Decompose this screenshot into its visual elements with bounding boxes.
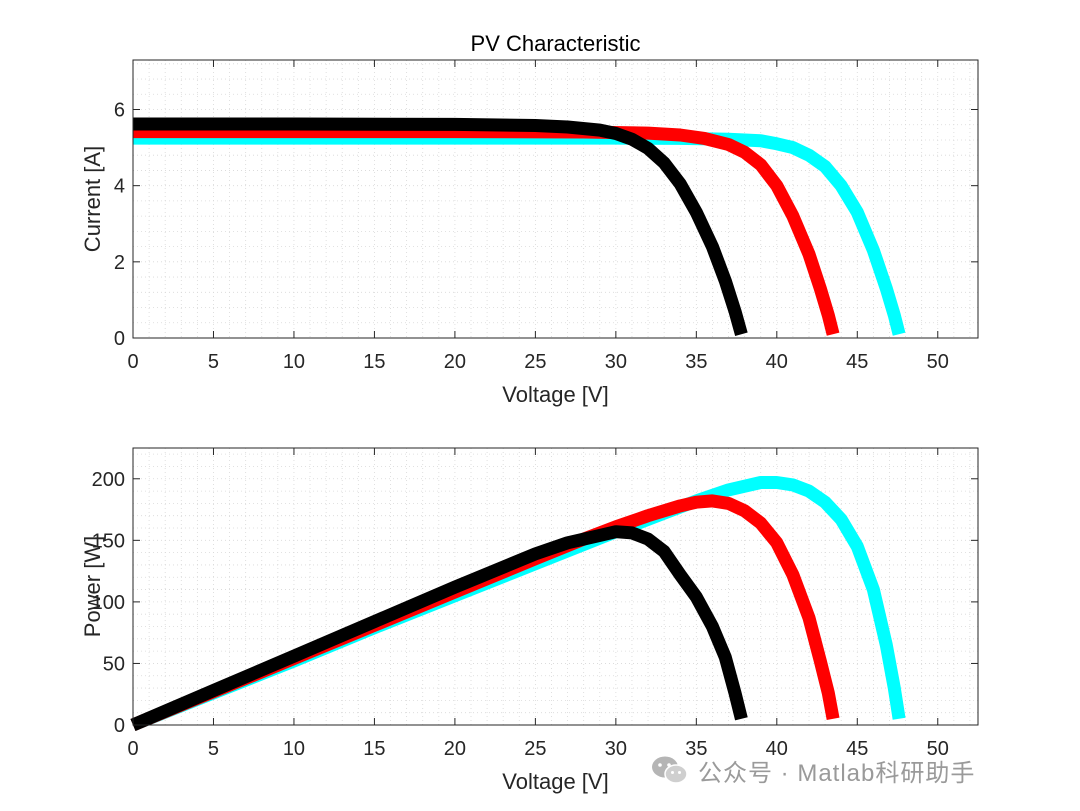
current-x-tick-label: 45: [846, 351, 868, 373]
current-y-tick-label: 6: [114, 100, 125, 122]
power-x-tick-label: 5: [208, 738, 219, 760]
power-x-tick-label: 30: [605, 738, 627, 760]
current-x-tick-label: 15: [363, 351, 385, 373]
power-y-tick-label: 150: [92, 530, 125, 552]
current-y-tick-label: 4: [114, 176, 125, 198]
power-x-axis-label: Voltage [V]: [502, 769, 608, 794]
current-x-axis-label: Voltage [V]: [502, 382, 608, 407]
power-series-cyan: [130, 476, 906, 732]
power-x-tick-label: 15: [363, 738, 385, 760]
power-series-black: [130, 525, 748, 731]
power-y-ticks: 0 50 100 150 200: [92, 469, 978, 737]
current-y-tick-label: 2: [114, 252, 125, 274]
current-series-cyan: [133, 131, 906, 336]
power-y-tick-label: 200: [92, 469, 125, 491]
power-x-tick-label: 45: [846, 738, 868, 760]
power-y-axis-label: Power [W]: [80, 536, 105, 637]
current-x-tick-label: 20: [444, 351, 466, 373]
power-voltage-axes: 0 5 10 15 20 25 30 35 40 45 50 0 50 100 150 200 Voltag…: [80, 447, 979, 794]
watermark-text: 公众号 · Matlab科研助手: [698, 759, 976, 787]
current-axes-frame: [132, 59, 979, 339]
chart-title: PV Characteristic: [471, 31, 641, 56]
power-series: [130, 476, 906, 732]
current-x-tick-label: 10: [283, 351, 305, 373]
current-voltage-axes: 0 5 10 15 20 25 30 35 40 45 50 0 2 4 6 PV Characteris…: [80, 31, 979, 407]
power-axes-frame: [132, 447, 979, 726]
power-x-tick-label: 35: [685, 738, 707, 760]
current-x-tick-label: 40: [766, 351, 788, 373]
current-x-tick-label: 25: [524, 351, 546, 373]
watermark: 公众号 · Matlab科研助手: [650, 752, 975, 788]
current-x-tick-label: 5: [208, 351, 219, 373]
power-grid: [133, 448, 978, 725]
power-y-tick-label: 100: [92, 592, 125, 614]
current-x-ticks: 0 5 10 15 20 25 30 35 40 45 50: [127, 60, 949, 373]
current-x-tick-label: 50: [927, 351, 949, 373]
power-y-tick-label: 0: [114, 715, 125, 737]
power-x-tick-label: 20: [444, 738, 466, 760]
current-grid: [133, 60, 978, 338]
current-y-tick-label: 0: [114, 328, 125, 350]
current-x-tick-label: 35: [685, 351, 707, 373]
power-x-tick-label: 10: [283, 738, 305, 760]
wechat-icon: [652, 756, 688, 784]
power-x-tick-label: 50: [927, 738, 949, 760]
power-y-tick-label: 50: [103, 653, 125, 675]
power-x-tick-label: 40: [766, 738, 788, 760]
power-x-tick-label: 25: [524, 738, 546, 760]
current-y-axis-label: Current [A]: [80, 146, 105, 252]
current-series-red: [133, 125, 840, 336]
current-series: [133, 117, 906, 336]
power-x-ticks: 0 5 10 15 20 25 30 35 40 45 50: [127, 448, 949, 760]
current-series-black: [133, 117, 748, 336]
power-x-tick-label: 0: [127, 738, 138, 760]
current-x-tick-label: 0: [127, 351, 138, 373]
current-y-ticks: 0 2 4 6: [114, 100, 978, 350]
current-x-tick-label: 30: [605, 351, 627, 373]
